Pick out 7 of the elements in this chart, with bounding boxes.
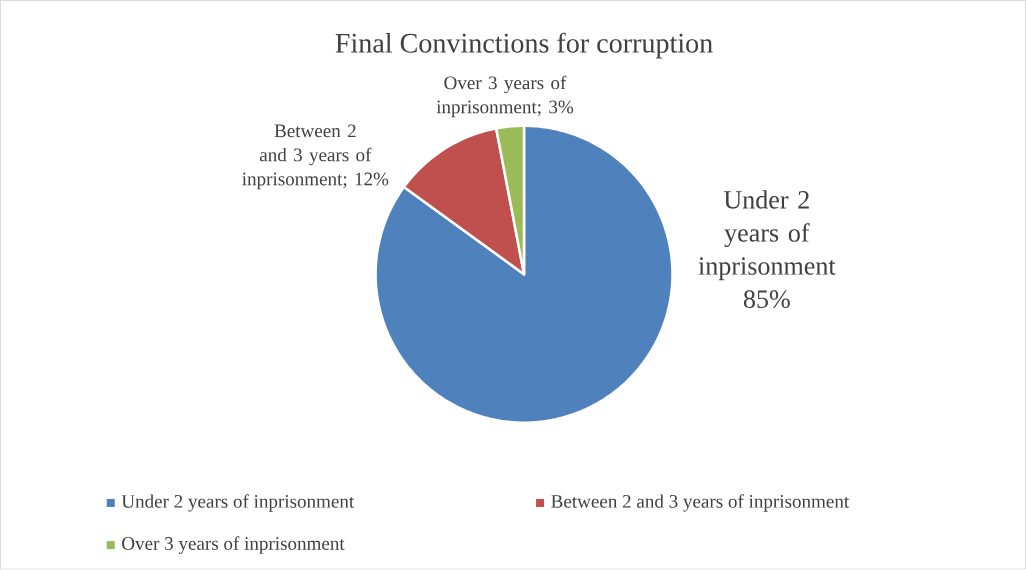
chart-title: Final Convinctions for corruption <box>335 32 713 59</box>
legend-label: Over 3 years of inprisonment <box>122 536 345 555</box>
legend-label: Between 2 and 3 years of inprisonment <box>551 494 850 512</box>
data-label: Under 2 years of inprisonment 85% <box>698 190 836 309</box>
data-label: Over 3 years of inprisonment; 3% <box>436 75 574 118</box>
legend-label: Under 2 years of inprisonment <box>121 494 355 512</box>
data-label: Between 2 and 3 years of inprisonment; 12% <box>242 124 389 190</box>
